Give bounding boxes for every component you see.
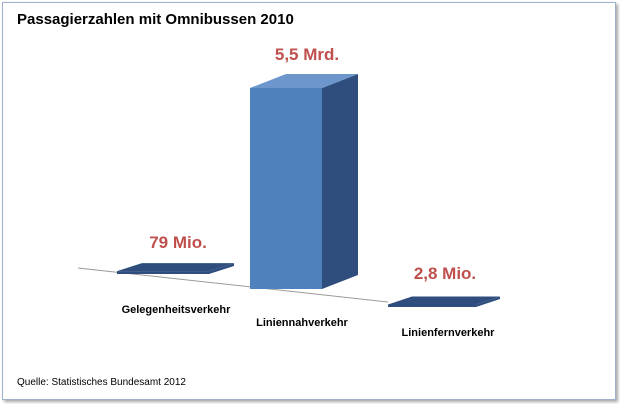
bar-side xyxy=(322,74,358,289)
data-label: 79 Mio. xyxy=(149,233,207,252)
bar-top xyxy=(250,74,358,88)
bar-top xyxy=(117,263,234,272)
category-label: Gelegenheitsverkehr xyxy=(122,304,232,316)
bar-group xyxy=(117,263,234,274)
category-label: Linienfernverkehr xyxy=(402,327,496,339)
bar xyxy=(388,304,476,307)
bar xyxy=(250,88,322,289)
data-label: 2,8 Mio. xyxy=(414,264,476,283)
category-label: Liniennahverkehr xyxy=(256,317,348,329)
bar-side xyxy=(209,263,234,274)
bar xyxy=(117,271,209,274)
data-label: 5,5 Mrd. xyxy=(275,45,339,64)
source-note: Quelle: Statistisches Bundesamt 2012 xyxy=(17,377,186,388)
bar-side xyxy=(476,296,500,307)
bar-top xyxy=(388,296,500,305)
bar-group xyxy=(250,74,358,289)
chart-title: Passagierzahlen mit Omnibussen 2010 xyxy=(17,11,294,28)
bar-group xyxy=(388,296,500,307)
